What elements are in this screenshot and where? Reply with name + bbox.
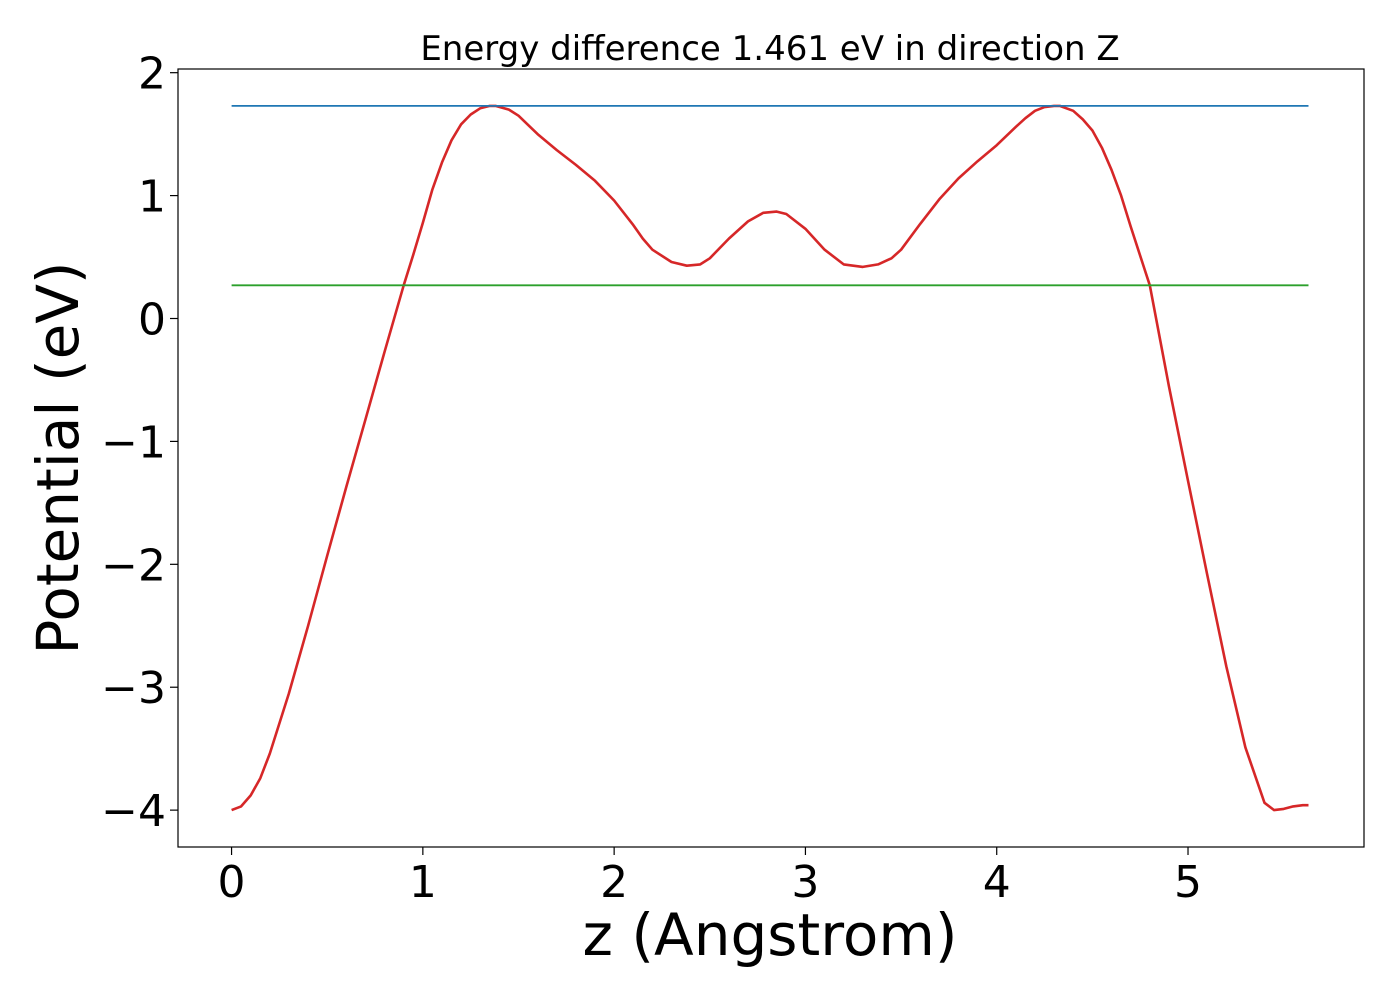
x-axis-label: z (Angstrom) bbox=[583, 901, 958, 969]
x-tick-label: 1 bbox=[409, 857, 437, 908]
y-tick-label: 0 bbox=[138, 295, 166, 346]
y-tick-label: −4 bbox=[101, 786, 166, 837]
y-tick-label: −1 bbox=[101, 417, 166, 468]
x-axis-ticks: 0 1 2 3 4 5 bbox=[218, 847, 1202, 908]
y-axis-ticks: −4 −3 −2 −1 0 1 2 bbox=[101, 49, 178, 837]
x-tick-label: 4 bbox=[983, 857, 1011, 908]
x-tick-label: 2 bbox=[600, 857, 628, 908]
y-tick-label: 1 bbox=[138, 172, 166, 223]
x-tick-label: 5 bbox=[1174, 857, 1202, 908]
y-tick-label: 2 bbox=[138, 49, 166, 100]
plot-lines bbox=[231, 104, 1309, 812]
series-line-0 bbox=[231, 104, 1309, 812]
y-tick-label: −3 bbox=[101, 663, 166, 714]
x-tick-label: 0 bbox=[218, 857, 246, 908]
x-tick-label: 3 bbox=[791, 857, 819, 908]
y-axis-label: Potential (eV) bbox=[24, 261, 92, 654]
y-tick-label: −2 bbox=[101, 540, 166, 591]
chart-title: Energy difference 1.461 eV in direction … bbox=[420, 29, 1119, 69]
plot-frame bbox=[177, 68, 1365, 848]
